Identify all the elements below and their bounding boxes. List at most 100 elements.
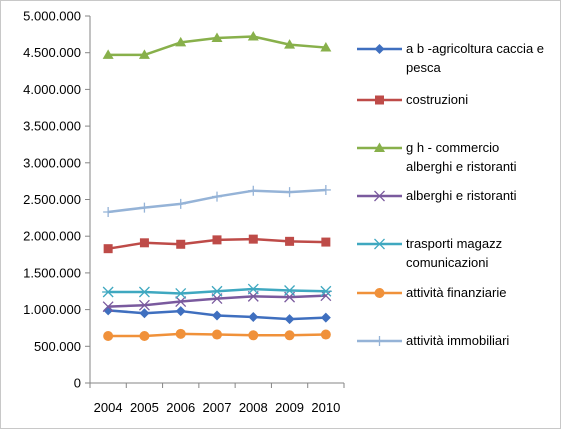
y-tick-label: 2.500.000 — [23, 192, 81, 207]
data-point — [247, 283, 260, 295]
data-point — [102, 301, 114, 313]
legend-label: alberghi e ristoranti — [406, 159, 517, 174]
series-0 — [103, 305, 331, 325]
data-point — [175, 198, 186, 209]
x-tick-label: 2009 — [275, 400, 304, 415]
series-5 — [103, 328, 331, 342]
data-point — [138, 49, 150, 59]
y-tick-label: 3.500.000 — [23, 119, 81, 134]
y-tick-label: 1.500.000 — [23, 265, 81, 280]
data-point — [175, 296, 187, 307]
data-point — [247, 31, 259, 41]
series-4 — [102, 283, 332, 299]
y-tick-label: 4.500.000 — [23, 45, 81, 60]
data-point — [248, 234, 258, 244]
data-point — [103, 305, 114, 316]
x-axis-ticks: 2004 2005 2006 2007 2008 2009 2010 — [89, 383, 345, 415]
data-point — [139, 202, 150, 213]
legend-item: a b -agricoltura caccia e pesca — [357, 41, 544, 75]
x-tick-label: 2007 — [203, 400, 232, 415]
legend-item: g h - commercio alberghi e ristoranti — [357, 140, 517, 174]
legend-swatch-marker — [374, 44, 385, 54]
data-point — [248, 311, 259, 322]
data-point — [319, 285, 332, 297]
data-point — [212, 310, 222, 321]
legend-label: a b -agricoltura caccia e — [406, 41, 544, 56]
data-point — [320, 42, 332, 52]
data-point — [102, 49, 114, 59]
legend-swatch-marker — [374, 142, 385, 152]
x-tick-label: 2006 — [166, 400, 195, 415]
data-point — [285, 236, 295, 246]
y-tick-label: 5.000.000 — [23, 9, 81, 24]
y-tick-label: 1.000.000 — [23, 302, 81, 317]
data-point — [175, 328, 186, 339]
data-point — [284, 187, 295, 198]
data-point — [320, 312, 331, 323]
y-tick-label: 0 — [74, 376, 81, 391]
data-point — [212, 191, 222, 202]
legend: a b -agricoltura caccia e pesca costruzion… — [357, 41, 544, 348]
legend-label: attività finanziarie — [406, 285, 506, 300]
data-point — [248, 330, 259, 341]
legend-swatch-marker — [374, 336, 385, 346]
legend-swatch-marker — [374, 288, 385, 298]
series-3 — [102, 290, 332, 313]
legend-label: g h - commercio — [406, 140, 499, 155]
x-tick-label: 2010 — [311, 400, 340, 415]
data-point — [283, 285, 296, 296]
data-point — [138, 299, 150, 311]
data-point — [175, 36, 187, 47]
data-point — [212, 235, 222, 245]
data-point — [248, 185, 259, 196]
y-tick-label: 500.000 — [34, 339, 81, 354]
y-axis-ticks: 0 500.000 1.000.000 1.500.000 2.000.000 2.500… — [23, 9, 90, 391]
legend-swatch-marker — [373, 238, 386, 250]
legend-label: attività immobiliari — [406, 333, 509, 348]
legend-swatch-marker — [375, 95, 384, 105]
series-layer — [102, 31, 332, 342]
data-point — [139, 238, 149, 248]
legend-item: alberghi e ristoranti — [357, 188, 517, 203]
data-point — [321, 237, 331, 247]
data-point — [212, 329, 222, 340]
data-point — [103, 244, 113, 254]
series-6 — [103, 184, 331, 217]
data-point — [103, 331, 114, 342]
data-point — [320, 184, 331, 195]
data-point — [284, 330, 295, 341]
x-tick-label: 2004 — [94, 400, 123, 415]
data-point — [102, 286, 115, 298]
data-point — [174, 287, 187, 299]
series-2 — [102, 31, 332, 59]
data-point — [320, 329, 331, 340]
data-point — [211, 285, 223, 297]
y-tick-label: 4.000.000 — [23, 82, 81, 97]
data-point — [139, 331, 150, 342]
data-point — [139, 308, 150, 319]
series-1 — [103, 234, 331, 254]
legend-label: comunicazioni — [406, 255, 488, 270]
data-point — [103, 206, 114, 217]
data-point — [284, 39, 296, 49]
legend-swatch-marker — [374, 190, 385, 202]
legend-item: attività immobiliari — [357, 333, 509, 348]
legend-item: attività finanziarie — [357, 285, 506, 300]
data-point — [176, 239, 186, 249]
data-point — [138, 286, 151, 298]
y-tick-label: 2.000.000 — [23, 229, 81, 244]
legend-item: costruzioni — [357, 92, 468, 107]
x-tick-label: 2005 — [130, 400, 159, 415]
data-point — [211, 32, 223, 43]
legend-label: pesca — [406, 60, 441, 75]
data-point — [175, 306, 186, 317]
legend-label: alberghi e ristoranti — [406, 188, 517, 203]
x-tick-label: 2008 — [239, 400, 268, 415]
legend-label: costruzioni — [406, 92, 468, 107]
legend-label: trasporti magazz — [406, 236, 502, 251]
y-tick-label: 3.000.000 — [23, 155, 81, 170]
data-point — [284, 314, 295, 325]
legend-item: trasporti magazz comunicazioni — [357, 236, 502, 270]
